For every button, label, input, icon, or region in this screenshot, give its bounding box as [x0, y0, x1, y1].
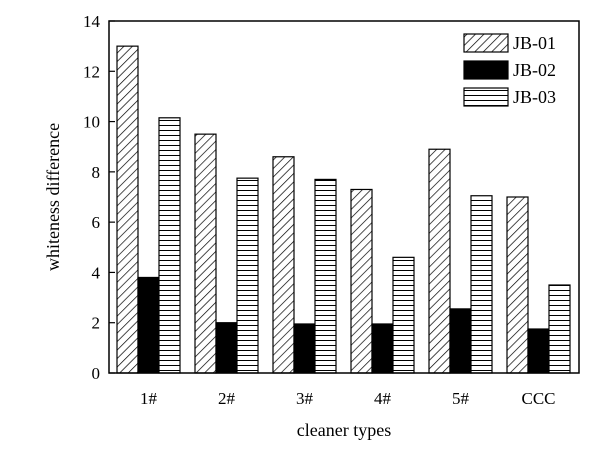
bar-jb-02-2num — [215, 322, 238, 374]
bar-jb-01-5num — [428, 148, 451, 374]
y-axis-title: whiteness difference — [43, 123, 63, 271]
bar-jb-01-4num — [350, 188, 373, 374]
bar-jb-02-1num — [137, 276, 160, 374]
x-tick-label: 2# — [218, 389, 236, 408]
x-axis-ticks: 1# 2# 3# 4# 5# CCC — [140, 367, 556, 408]
bar-jb-01-2num — [194, 133, 217, 374]
y-axis-ticks: 0 2 4 6 8 10 12 14 — [83, 12, 115, 383]
y-tick-label: 12 — [83, 62, 100, 81]
y-tick-label: 14 — [83, 12, 101, 31]
legend-swatch-jb-01 — [463, 33, 509, 53]
legend-label-jb-01: JB-01 — [513, 33, 556, 53]
bar-jb-01-3num — [272, 156, 295, 374]
bar-jb-03-4num — [392, 256, 415, 374]
y-tick-label: 0 — [92, 364, 101, 383]
legend: JB-01 JB-02 JB-03 — [463, 33, 556, 107]
bar-jb-03-1num — [158, 117, 181, 374]
x-tick-label: 5# — [452, 389, 470, 408]
y-tick-label: 8 — [92, 163, 101, 182]
y-tick-label: 2 — [92, 314, 101, 333]
y-tick-label: 6 — [92, 213, 101, 232]
bar-jb-03-ccc — [548, 284, 571, 374]
legend-label-jb-03: JB-03 — [513, 87, 556, 107]
bar-jb-03-3num — [314, 178, 337, 374]
bar-jb-02-4num — [371, 323, 394, 374]
bar-jb-01-ccc — [506, 196, 529, 374]
bar-jb-02-ccc — [527, 328, 550, 374]
bar-jb-02-3num — [293, 323, 316, 374]
legend-label-jb-02: JB-02 — [513, 60, 556, 80]
bar-jb-01-1num — [116, 45, 139, 374]
x-tick-label: 3# — [296, 389, 314, 408]
plot-frame — [108, 20, 580, 374]
x-axis-title: cleaner types — [297, 420, 391, 440]
y-tick-label: 4 — [92, 263, 101, 282]
legend-swatch-jb-02 — [463, 60, 509, 80]
x-tick-label: 4# — [374, 389, 392, 408]
legend-swatch-jb-03 — [463, 87, 509, 107]
y-tick-label: 10 — [83, 113, 100, 132]
bar-jb-03-5num — [470, 195, 493, 374]
x-tick-label: 1# — [140, 389, 158, 408]
x-tick-label: CCC — [521, 389, 555, 408]
bar-jb-02-5num — [449, 308, 472, 374]
bar-jb-03-2num — [236, 177, 259, 374]
